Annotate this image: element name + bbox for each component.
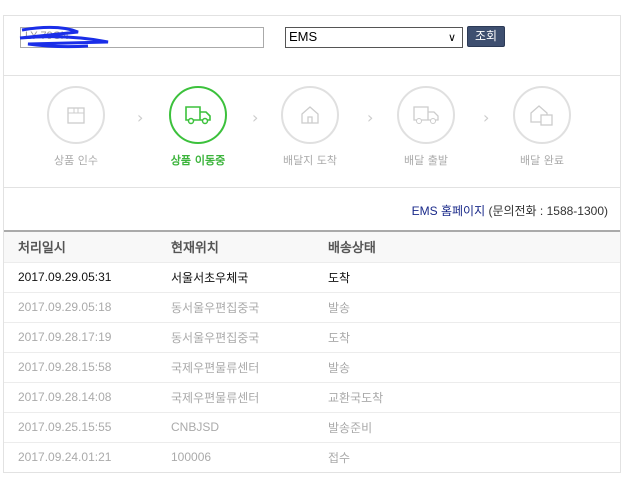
ems-homepage-link[interactable]: EMS 홈페이지 xyxy=(411,204,486,218)
header-status: 배송상태 xyxy=(314,231,620,262)
chevron-right-icon: › xyxy=(483,108,490,127)
cell-date: 2017.09.29.05:18 xyxy=(4,291,157,322)
cell-location: 서울서초우체국 xyxy=(157,261,314,292)
step-label: 배달 출발 xyxy=(404,154,448,167)
cell-location: 국제우편물류센터 xyxy=(157,381,314,412)
table-row: 2017.09.24.01:21 100006 접수 xyxy=(4,441,620,472)
tracking-number-input[interactable]: LY 79CN xyxy=(20,27,264,48)
chevron-right-icon: › xyxy=(252,108,259,127)
cell-location: 국제우편물류센터 xyxy=(157,351,314,382)
cell-date: 2017.09.28.17:19 xyxy=(4,321,157,352)
header-date: 처리일시 xyxy=(4,231,157,262)
chevron-right-icon: › xyxy=(137,108,144,127)
truck-icon xyxy=(413,106,439,124)
cell-status: 도착 xyxy=(314,261,620,292)
cell-date: 2017.09.28.15:58 xyxy=(4,351,157,382)
step-in-transit: 상품 이동중 xyxy=(153,86,243,168)
cell-status: 발송 xyxy=(314,351,620,382)
table-row: 2017.09.28.17:19 동서울우편집중국 도착 xyxy=(4,321,620,352)
house-box-icon xyxy=(530,105,553,126)
carrier-select[interactable]: EMS ∨ xyxy=(285,27,463,48)
search-bar: LY 79CN EMS ∨ 조회 xyxy=(4,16,620,76)
table-row: 2017.09.25.15:55 CNBJSD 발송준비 xyxy=(4,411,620,442)
cell-status: 도착 xyxy=(314,321,620,352)
table-row: 2017.09.29.05:18 동서울우편집중국 발송 xyxy=(4,291,620,322)
cell-status: 발송준비 xyxy=(314,411,620,442)
step-label: 배달지 도착 xyxy=(282,154,338,167)
table-row: 2017.09.28.14:08 국제우편물류센터 교환국도착 xyxy=(4,381,620,412)
house-icon xyxy=(301,106,319,124)
cell-location: 100006 xyxy=(157,441,314,472)
cell-status: 교환국도착 xyxy=(314,381,620,412)
contact-info: EMS 홈페이지 (문의전화 : 1588-1300) xyxy=(412,202,608,219)
table-row: 2017.09.29.05:31 서울서초우체국 도착 xyxy=(4,261,620,292)
tracking-table: 처리일시 현재위치 배송상태 2017.09.29.05:31 서울서초우체국 도착… xyxy=(4,230,620,472)
cell-location: 동서울우편집중국 xyxy=(157,291,314,322)
truck-icon xyxy=(185,106,211,125)
header-location: 현재위치 xyxy=(157,231,314,262)
chevron-down-icon: ∨ xyxy=(447,32,456,44)
step-label: 배달 완료 xyxy=(520,154,564,167)
cell-date: 2017.09.24.01:21 xyxy=(4,441,157,472)
cell-status: 발송 xyxy=(314,291,620,322)
cell-location: 동서울우편집중국 xyxy=(157,321,314,352)
step-received: 상품 인수 xyxy=(31,86,121,168)
phone-text: (문의전화 : 1588-1300) xyxy=(485,204,608,218)
carrier-value: EMS xyxy=(289,29,318,44)
cell-location: CNBJSD xyxy=(157,411,314,442)
delivery-progress: 상품 인수 › 상품 이동중 › 배달지 도착 › 배달 출발 › 배달 완료 xyxy=(4,76,620,188)
step-out-for-delivery: 배달 출발 xyxy=(381,86,471,168)
cell-status: 접수 xyxy=(314,441,620,472)
search-button[interactable]: 조회 xyxy=(467,26,505,47)
step-label: 상품 이동중 xyxy=(170,154,226,167)
cell-date: 2017.09.25.15:55 xyxy=(4,411,157,442)
step-delivered: 배달 완료 xyxy=(497,86,587,168)
box-icon xyxy=(67,107,85,124)
table-row: 2017.09.28.15:58 국제우편물류센터 발송 xyxy=(4,351,620,382)
chevron-right-icon: › xyxy=(367,108,374,127)
step-arrived: 배달지 도착 xyxy=(265,86,355,168)
step-label: 상품 인수 xyxy=(54,154,98,167)
cell-date: 2017.09.29.05:31 xyxy=(4,261,157,292)
cell-date: 2017.09.28.14:08 xyxy=(4,381,157,412)
tracking-panel: LY 79CN EMS ∨ 조회 상품 인수 › 상품 이동중 › 배달지 도착 … xyxy=(3,15,621,473)
